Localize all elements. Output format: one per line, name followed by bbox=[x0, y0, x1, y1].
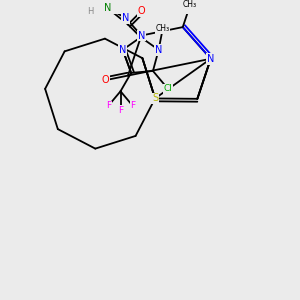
Text: S: S bbox=[152, 93, 158, 103]
Text: O: O bbox=[101, 75, 109, 85]
Text: CH₃: CH₃ bbox=[156, 25, 170, 34]
Text: N: N bbox=[207, 54, 214, 64]
Text: F: F bbox=[118, 106, 123, 115]
Text: N: N bbox=[155, 45, 162, 55]
Text: F: F bbox=[130, 101, 135, 110]
Text: CH₃: CH₃ bbox=[183, 1, 197, 10]
Text: H: H bbox=[87, 7, 94, 16]
Text: N: N bbox=[103, 3, 111, 13]
Text: Cl: Cl bbox=[164, 84, 172, 93]
Text: F: F bbox=[106, 101, 111, 110]
Text: N: N bbox=[138, 31, 145, 40]
Text: N: N bbox=[119, 45, 126, 55]
Text: O: O bbox=[138, 6, 145, 16]
Text: N: N bbox=[122, 13, 130, 23]
